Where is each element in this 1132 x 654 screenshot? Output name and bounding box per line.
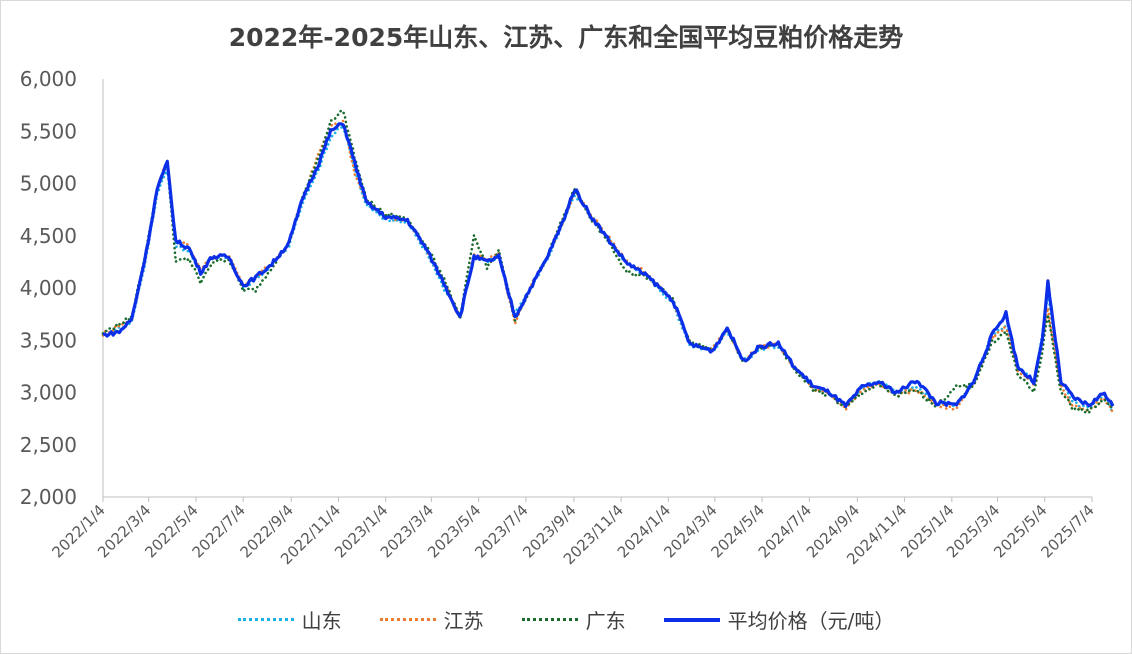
- y-tick-label: 2,500: [20, 433, 77, 457]
- y-tick-labels: 2,000 2,500 3,000 3,500 4,000 4,500 5,000 5,500…: [20, 67, 77, 509]
- legend-label: 山东: [301, 609, 342, 633]
- y-tick-label: 6,000: [20, 67, 77, 91]
- series-line-2: [101, 119, 1115, 415]
- y-tick-label: 5,000: [20, 172, 77, 196]
- axes-layer: [102, 79, 1093, 502]
- y-tick-label: 3,000: [20, 381, 77, 405]
- series-layer: [101, 109, 1115, 415]
- legend-label: 广东: [585, 609, 626, 633]
- legend-item: 平均价格（元/吨）: [663, 605, 895, 634]
- legend-item: 江苏: [379, 605, 484, 634]
- legend-label: 江苏: [443, 609, 484, 633]
- legend-item: 广东: [521, 605, 626, 634]
- legend-item: 山东: [237, 605, 342, 634]
- y-tick-label: 4,000: [20, 276, 77, 300]
- legend-swatch: [521, 618, 578, 621]
- legend: 山东 江苏 广东 平均价格（元/吨）: [0, 605, 1132, 634]
- x-tick-labels: 2022/1/42022/3/42022/5/42022/7/42022/9/4…: [48, 501, 1097, 568]
- series-line-1: [101, 123, 1115, 413]
- legend-swatch: [663, 617, 720, 622]
- legend-label: 平均价格（元/吨）: [727, 609, 895, 633]
- chart-title: 2022年-2025年山东、江苏、广东和全国平均豆粕价格走势: [228, 23, 904, 52]
- legend-swatch: [379, 618, 436, 621]
- series-line-3: [101, 109, 1115, 415]
- y-tick-label: 2,000: [20, 485, 77, 509]
- legend-swatch: [237, 618, 294, 621]
- y-tick-label: 3,500: [20, 328, 77, 352]
- y-tick-label: 4,500: [20, 224, 77, 248]
- series-line-4: [102, 122, 1115, 408]
- y-tick-label: 5,500: [20, 119, 77, 143]
